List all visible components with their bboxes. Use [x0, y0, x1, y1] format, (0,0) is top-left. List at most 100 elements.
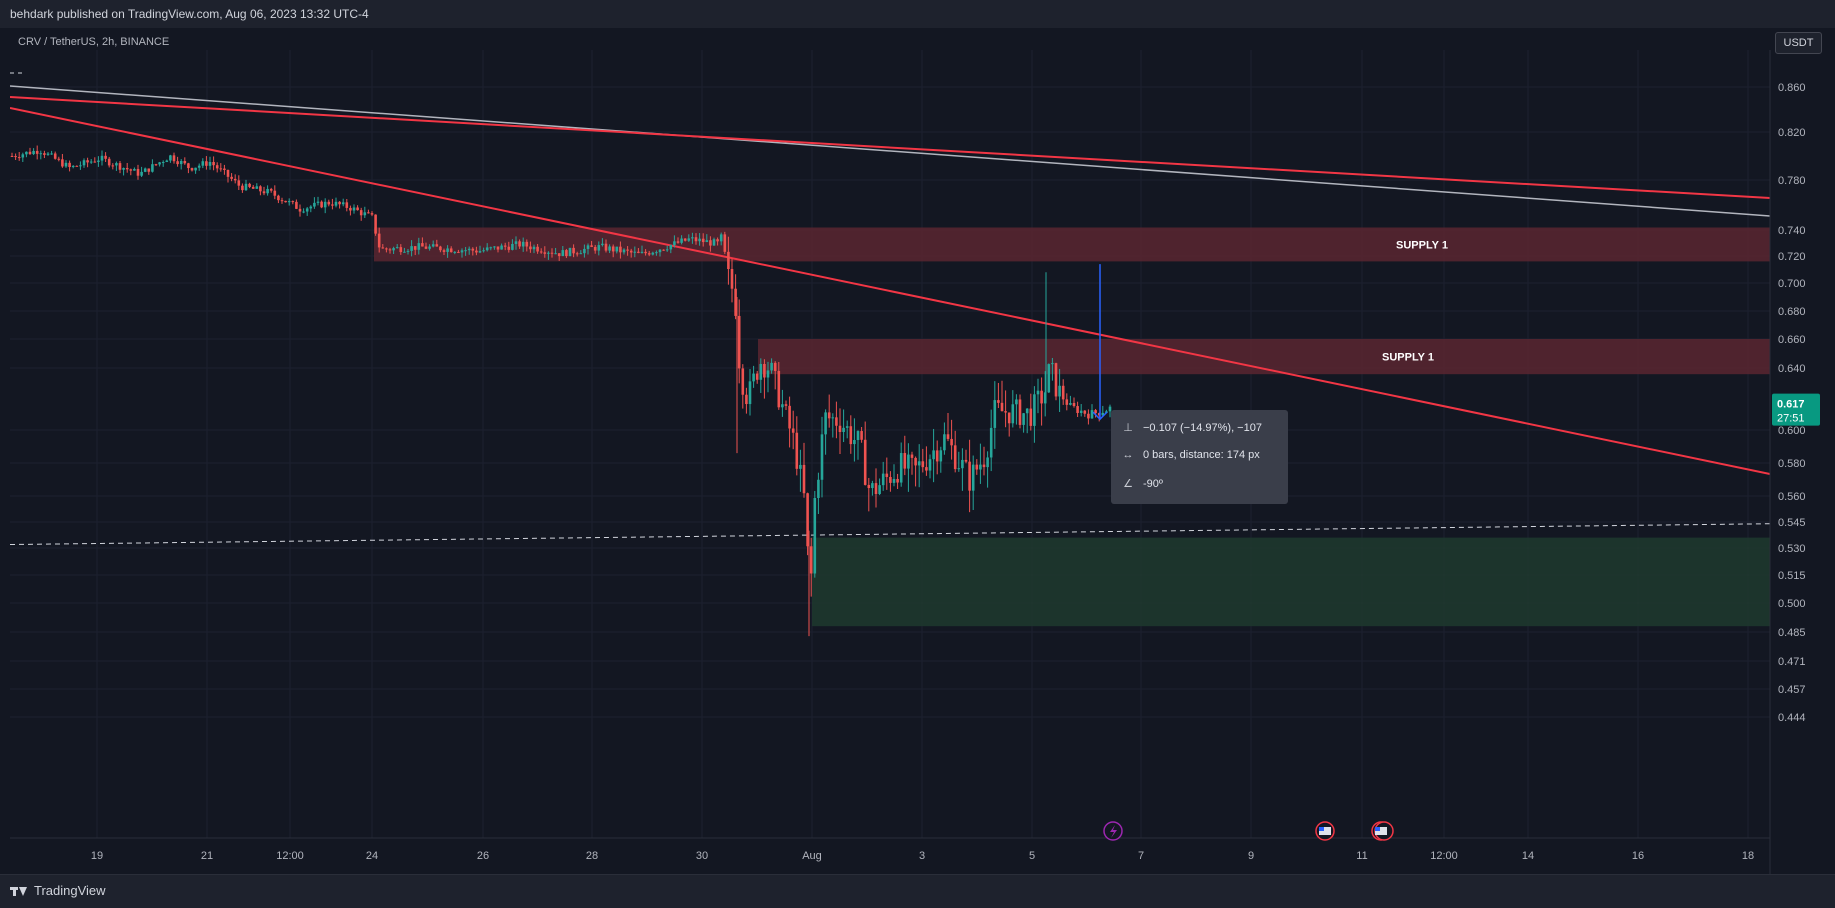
candle-body	[590, 245, 593, 247]
candle-body	[763, 363, 766, 378]
candle-body	[579, 253, 583, 255]
candle-body	[586, 245, 590, 249]
candle-body	[691, 237, 694, 239]
candle-body	[219, 168, 223, 170]
price-tick-label: 0.600	[1778, 425, 1806, 437]
price-axis[interactable]: 0.860 0.820 0.780 0.740 0.720 0.700 0.680 0.660…	[1778, 82, 1806, 724]
candle-body	[489, 247, 493, 249]
candle-body	[215, 165, 219, 169]
candle-body	[1090, 410, 1094, 419]
candle-body	[205, 161, 208, 166]
candle-body	[25, 151, 28, 155]
symbol-legend: CRV / TetherUS, 2h, BINANCE	[18, 36, 169, 48]
tradingview-brand[interactable]: TradingView	[10, 883, 106, 898]
candle-body	[863, 439, 867, 485]
candle-body	[287, 201, 291, 203]
chart-background	[0, 28, 1835, 874]
candle-body	[979, 464, 982, 470]
price-tick-label: 0.485	[1778, 627, 1806, 639]
candle-body	[1079, 410, 1083, 413]
candle-body	[943, 434, 946, 451]
candle-body	[961, 459, 964, 469]
candle-body	[1051, 363, 1054, 365]
publish-info: behdark published on TradingView.com, Au…	[10, 7, 369, 21]
candle-body	[557, 253, 561, 257]
candle-body	[838, 425, 842, 433]
candle-body	[593, 246, 597, 251]
zone-label: SUPPLY 1	[1396, 239, 1448, 251]
candle-body	[147, 168, 151, 172]
time-tick-label: 16	[1632, 850, 1644, 862]
candle-body	[424, 246, 428, 249]
candle-body	[723, 234, 727, 252]
candle-body	[1097, 413, 1101, 416]
candle-body	[57, 158, 61, 160]
chart-area[interactable]: SUPPLY 1 SUPPLY 1 0.860 0.820 0.780 0.740 0.7…	[0, 28, 1835, 874]
candle-body	[385, 248, 388, 250]
candle-body	[392, 248, 395, 251]
candle-body	[403, 251, 406, 253]
candle-body	[932, 450, 935, 460]
candle-body	[561, 250, 565, 257]
price-tick-label: 0.680	[1778, 306, 1806, 318]
candle-body	[399, 247, 403, 253]
price-tick-label: 0.740	[1778, 225, 1806, 237]
candle-body	[327, 201, 331, 205]
candle-body	[1025, 408, 1029, 414]
last-price-box	[1772, 393, 1820, 426]
candle-body	[701, 238, 705, 243]
time-tick-label: 30	[696, 850, 708, 862]
candle-body	[745, 394, 748, 405]
candle-body	[730, 269, 734, 289]
candle-body	[752, 373, 755, 382]
candle-body	[349, 207, 352, 211]
measure-tool[interactable]	[1092, 264, 1108, 421]
candle-body	[637, 251, 640, 253]
candle-body	[169, 155, 172, 161]
candle-body	[802, 464, 806, 494]
candle-body	[611, 246, 615, 252]
candle-body	[939, 450, 943, 462]
time-tick-label: 18	[1742, 850, 1754, 862]
candle-body	[71, 165, 75, 168]
candle-body	[874, 483, 878, 494]
candle-body	[759, 363, 763, 380]
time-tick-label: 28	[586, 850, 598, 862]
candle-body	[259, 186, 262, 192]
candle-body	[539, 251, 543, 253]
candle-body	[143, 168, 147, 172]
candle-body	[61, 159, 64, 167]
candle-body	[853, 440, 856, 445]
price-tick-label: 0.530	[1778, 543, 1806, 555]
candle-body	[305, 208, 309, 212]
zones: SUPPLY 1 SUPPLY 1	[374, 227, 1770, 627]
supply-zone	[374, 227, 1770, 262]
candle-body	[421, 243, 424, 247]
price-tick-label: 0.457	[1778, 684, 1806, 696]
candle-body	[1022, 413, 1025, 425]
candle-body	[687, 238, 691, 241]
currency-button[interactable]: USDT	[1775, 32, 1822, 54]
tradingview-logo-icon	[10, 885, 28, 897]
candle-body	[449, 248, 453, 253]
price-chart[interactable]: SUPPLY 1 SUPPLY 1 0.860 0.820 0.780 0.740 0.7…	[0, 28, 1835, 874]
candle-body	[809, 546, 813, 574]
candle-body	[136, 168, 140, 176]
candle-body	[511, 243, 514, 250]
price-tick-label: 0.545	[1778, 517, 1806, 529]
candle-body	[547, 252, 550, 254]
event-markers[interactable]	[1103, 821, 1394, 841]
candle-body	[554, 253, 557, 255]
candle-body	[187, 163, 190, 169]
candle-body	[313, 202, 316, 207]
candle-body	[896, 478, 899, 483]
candle-body	[46, 153, 50, 155]
trendlines[interactable]	[10, 72, 1770, 546]
angle-icon: ∠	[1123, 478, 1133, 490]
candle-body	[129, 169, 133, 171]
lightning-icon	[1110, 825, 1117, 838]
time-axis[interactable]: 19 21 12:00 24 26 28 30 Aug 3 5 7 9 11 12:00 14 16 18	[91, 850, 1754, 862]
candle-body	[17, 157, 21, 159]
candle-body	[601, 243, 604, 246]
candle-body	[262, 191, 266, 194]
